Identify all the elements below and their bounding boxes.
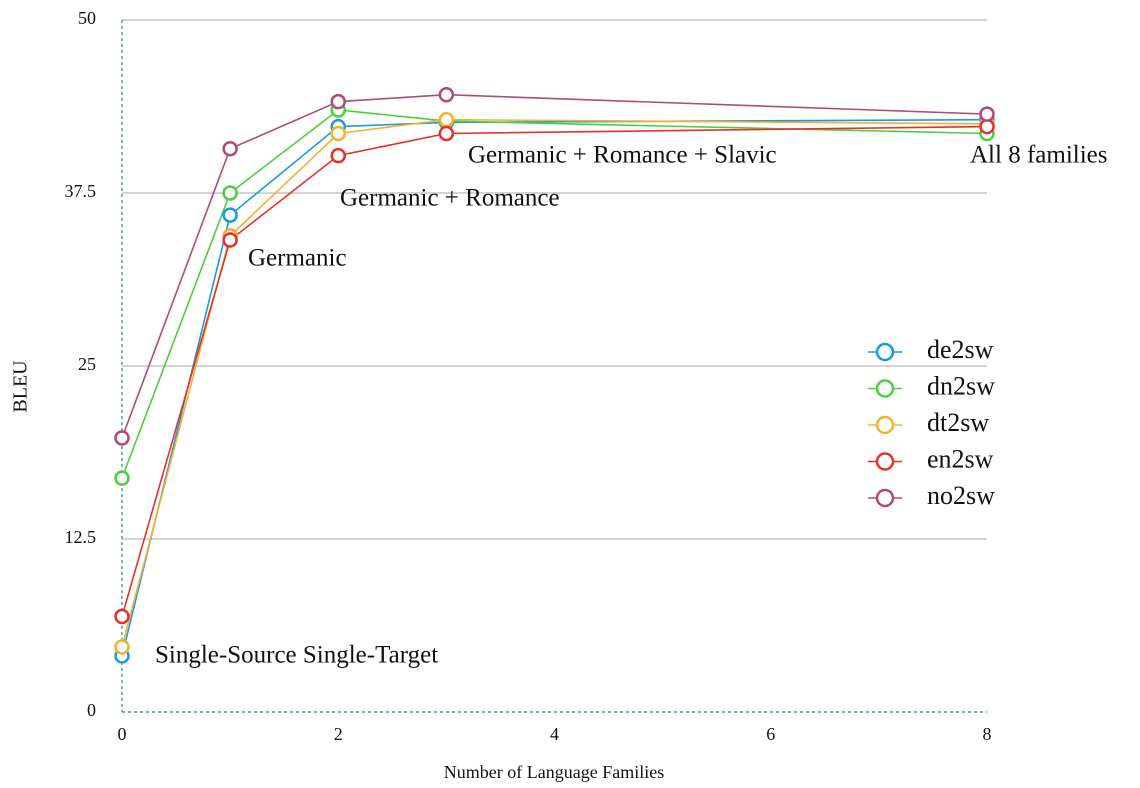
data-point [330, 93, 346, 110]
y-tick-label: 37.5 [65, 181, 97, 201]
legend-label: de2sw [927, 335, 994, 364]
legend-marker [875, 415, 895, 435]
y-tick-label: 50 [78, 8, 96, 28]
data-point [114, 639, 130, 655]
data-point [114, 608, 130, 625]
data-point [330, 125, 346, 142]
y-axis-label: BLEU [10, 360, 32, 413]
data-point [330, 147, 346, 164]
annotation: Germanic [248, 245, 347, 272]
legend-marker [875, 452, 895, 471]
data-point [438, 125, 455, 142]
data-point [222, 232, 238, 248]
data-point [979, 106, 995, 122]
data-point [222, 207, 238, 223]
annotation: Single-Source Single-Target [155, 642, 438, 669]
legend-label: dn2sw [927, 371, 995, 400]
legend-label: dt2sw [927, 408, 989, 437]
data-point [438, 86, 455, 103]
data-point [438, 111, 455, 128]
annotation: All 8 families [970, 142, 1107, 169]
legend-label: no2sw [927, 481, 995, 510]
data-point [114, 470, 130, 486]
legend-marker [875, 488, 895, 508]
data-point [222, 140, 238, 157]
y-tick-label: 0 [87, 700, 96, 720]
x-tick-label: 8 [983, 724, 992, 744]
data-point [979, 118, 995, 135]
x-tick-label: 4 [550, 724, 559, 744]
y-tick-label: 25 [78, 354, 96, 374]
legend-marker [875, 379, 895, 398]
annotation: Germanic + Romance + Slavic [468, 142, 777, 169]
x-tick-label: 0 [118, 724, 127, 744]
x-tick-label: 6 [766, 724, 775, 744]
data-point [114, 430, 130, 446]
data-point [222, 185, 238, 201]
legend-label: en2sw [927, 444, 994, 473]
x-axis-label: Number of Language Families [444, 762, 664, 782]
legend-marker [875, 342, 895, 362]
annotation: Germanic + Romance [340, 185, 560, 212]
y-tick-label: 12.5 [65, 527, 97, 547]
x-tick-label: 2 [334, 724, 343, 744]
